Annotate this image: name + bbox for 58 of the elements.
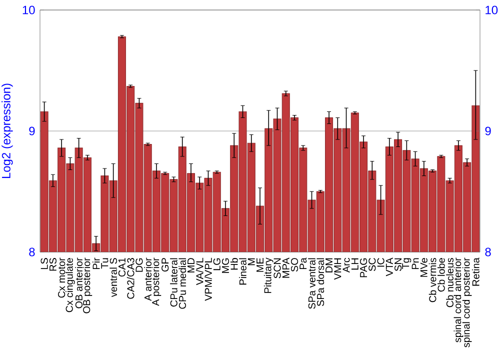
x-tick-label: VPM/VPL [204,258,212,301]
x-tick-label: VMH [334,258,342,280]
x-tick-label: LS [40,258,48,270]
x-tick-label: ventral S [110,258,118,298]
x-tick-label: Tu [101,258,108,269]
x-tick-label: Tg [402,258,412,270]
x-tick-label: Pn [412,258,419,270]
x-tick-label: OB anterior [75,258,82,308]
y2-tick-label: 10 [486,6,498,14]
x-tick-label: VTA [386,258,393,276]
y-tick-label: 10 [22,6,35,14]
x-tick-label: PAG [360,258,368,278]
x-tick-label: CA2/CA3 [126,258,134,299]
x-tick-label: GP [162,258,169,272]
x-tick-label: A posterior [152,258,162,306]
x-tick-label: MD [188,258,194,272]
x-tick-label: LG [213,258,220,270]
x-tick-label: Cx cingulate [66,258,75,312]
x-tick-label: M [248,258,255,266]
x-tick-label: SPa ventral [308,258,316,309]
y-axis-title: Log2 (expression) [2,84,13,178]
x-tick-label: SPa dorsal [316,258,324,306]
x-tick-label: Cx motor [58,258,66,298]
x-tick-label: DG [136,258,143,272]
x-tick-label: Arc [342,258,350,273]
y-tick-label: 8 [29,248,35,256]
x-tick-label: MG [222,258,230,273]
x-tick-label: VA/VL [196,258,204,286]
y-tick-label: 9 [29,126,35,136]
x-tick-label: Cb vermis [428,258,436,302]
x-tick-label: Retina [472,258,480,286]
x-tick-label: LH [351,258,358,270]
x-tick-label: CA1 [118,258,126,277]
x-tick-label: CPu lateral [170,258,178,307]
x-tick-label: MPA [282,258,290,278]
x-tick-label: SO [290,258,298,272]
x-tick-label: DM [326,258,332,272]
x-tick-label: Pineal [239,258,246,285]
x-tick-label: A anterior [144,258,152,301]
x-tick-label: ME [256,258,264,272]
x-tick-label: Cb nucleus [446,258,454,308]
x-tick-label: Hb [230,258,238,270]
x-tick-label: SC [368,258,376,272]
y2-tick-label: 9 [485,126,491,136]
x-tick-label: Pituitary [264,258,274,293]
x-tick-label: IC [377,258,384,267]
x-tick-label: OB posterior [82,258,92,314]
x-tick-label: Pa [300,258,307,270]
x-tick-label: spinal cord anterior [454,258,464,342]
x-tick-label: MVe [420,258,428,277]
x-tick-label: Cb lobe [438,258,445,292]
x-tick-label: CPu medial [178,258,186,309]
x-tick-label: spinal cord posterior [462,258,472,348]
x-tick-label: SN [394,258,402,272]
x-tick-label: RS [49,258,56,271]
x-tick-label: SCN [274,258,281,278]
x-tick-label: Pir [92,258,100,270]
y2-tick-label: 8 [485,248,491,256]
